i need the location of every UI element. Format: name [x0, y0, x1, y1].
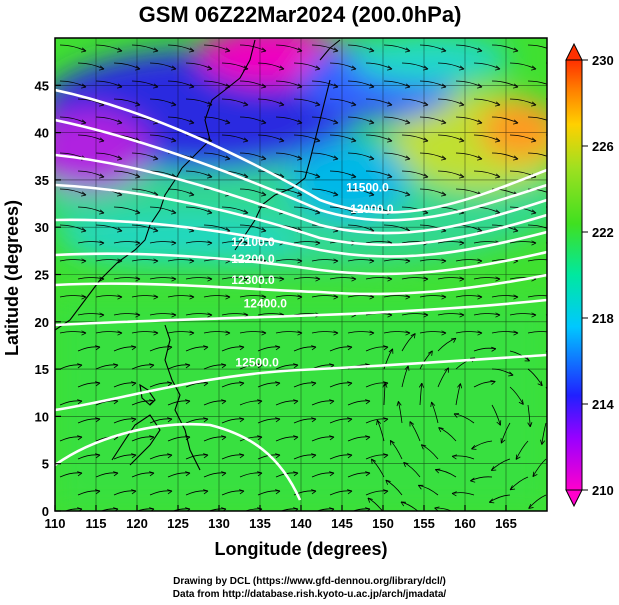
- y-axis-label: Latitude (degrees): [2, 200, 22, 356]
- x-tick-label: 160: [454, 516, 476, 531]
- figure-title: GSM 06Z22Mar2024 (200.0hPa): [139, 2, 462, 27]
- y-tick-label: 20: [35, 315, 49, 330]
- x-tick-label: 130: [208, 516, 230, 531]
- y-tick-label: 25: [35, 268, 49, 283]
- contour-labels: 11500.0 12000.0 12100.0 12200.0 12300.0 12400…: [231, 180, 394, 369]
- coastlines: [55, 39, 341, 471]
- contour-label: 11500.0: [346, 180, 389, 194]
- colorbar-tick-label: 214: [592, 397, 614, 412]
- contour-label: 12100.0: [231, 235, 275, 249]
- colorbar: 210 214 218 222 226 230: [565, 42, 614, 508]
- y-tick-label: 15: [35, 362, 49, 377]
- credit-dcl: Drawing by DCL (https://www.gfd-dennou.o…: [173, 576, 446, 587]
- contour-label: 12300.0: [231, 273, 275, 287]
- colorbar-max-triangle: [565, 42, 583, 61]
- x-tick-label: 140: [290, 516, 312, 531]
- x-tick-label: 125: [167, 516, 189, 531]
- contour-label: 12000.0: [350, 202, 394, 216]
- y-tick-label: 45: [35, 78, 49, 93]
- y-tick-label: 40: [35, 126, 49, 141]
- colorbar-tick-label: 226: [592, 139, 614, 154]
- height-contours: [55, 88, 547, 501]
- colorbar-tick-label: 230: [592, 53, 614, 68]
- y-tick-label: 30: [35, 220, 49, 235]
- x-tick-label: 155: [413, 516, 435, 531]
- y-tick-label: 10: [35, 409, 49, 424]
- x-tick-label: 120: [126, 516, 148, 531]
- x-tick-label: 165: [495, 516, 517, 531]
- colorbar-tick-label: 218: [592, 311, 614, 326]
- colorbar-min-triangle: [565, 489, 583, 508]
- x-tick-label: 110: [45, 516, 66, 531]
- y-tick-label: 0: [42, 504, 49, 519]
- contour-label: 12200.0: [231, 252, 275, 266]
- y-tick-label: 5: [42, 457, 49, 472]
- x-axis-label: Longitude (degrees): [214, 539, 387, 559]
- contour-label: 12500.0: [235, 355, 279, 369]
- colorbar-tick-label: 222: [592, 225, 614, 240]
- x-tick-label: 145: [331, 516, 353, 531]
- x-tick-label: 115: [86, 516, 107, 531]
- contour-label: 12400.0: [244, 297, 288, 311]
- y-axis: 0 5 10 15 20 25 30 35 40 45: [35, 78, 61, 519]
- x-tick-label: 135: [249, 516, 271, 531]
- x-tick-label: 150: [372, 516, 394, 531]
- colorbar-tick-label: 210: [592, 483, 614, 498]
- credit-data: Data from http://database.rish.kyoto-u.a…: [172, 589, 447, 600]
- x-axis: 110 115 120 125 130 135 140 145 150 155 160 165: [45, 505, 517, 531]
- y-tick-label: 35: [35, 173, 49, 188]
